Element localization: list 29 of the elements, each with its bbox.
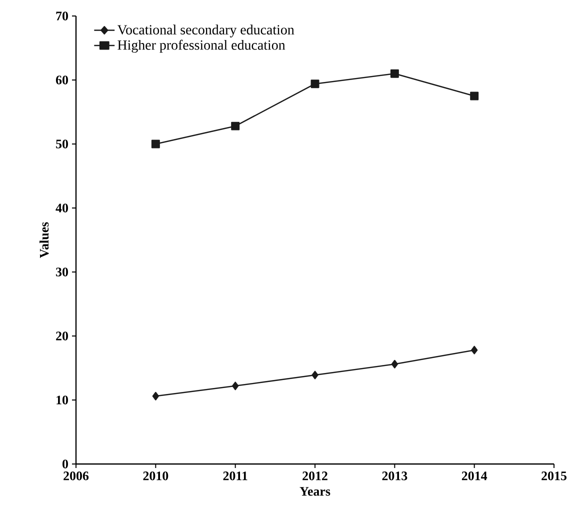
y-tick-label: 10 — [56, 396, 68, 404]
point — [312, 370, 318, 380]
x-axis-title: Years — [300, 487, 330, 496]
x-tick-label: 2012 — [302, 472, 328, 480]
point — [151, 140, 160, 148]
y-tick-label: 20 — [56, 332, 68, 340]
point — [391, 360, 398, 368]
y-tick-label: 50 — [56, 140, 68, 148]
point — [231, 122, 240, 130]
point — [390, 69, 399, 78]
point — [310, 80, 320, 88]
legend-label: Higher professional education — [118, 40, 286, 53]
x-tick-label: 2014 — [462, 472, 488, 480]
x-tick-label: 2011 — [223, 472, 248, 480]
point — [152, 392, 160, 400]
y-tick-label: 0 — [62, 460, 68, 468]
x-tick-label: 2015 — [542, 472, 566, 480]
point — [471, 346, 478, 354]
point — [470, 92, 479, 100]
x-tick-label: 2006 — [64, 472, 89, 480]
y-tick-label: 60 — [56, 76, 68, 84]
y-tick-label: 30 — [56, 268, 68, 276]
y-axis-title: Values — [40, 222, 49, 258]
y-tick-label: 70 — [56, 12, 68, 20]
x-tick-label: 2010 — [143, 472, 168, 480]
y-tick-label: 40 — [56, 204, 68, 212]
legend-label: Vocational secondary education — [117, 24, 294, 38]
point — [232, 382, 239, 390]
x-tick-label: 2013 — [382, 472, 408, 480]
